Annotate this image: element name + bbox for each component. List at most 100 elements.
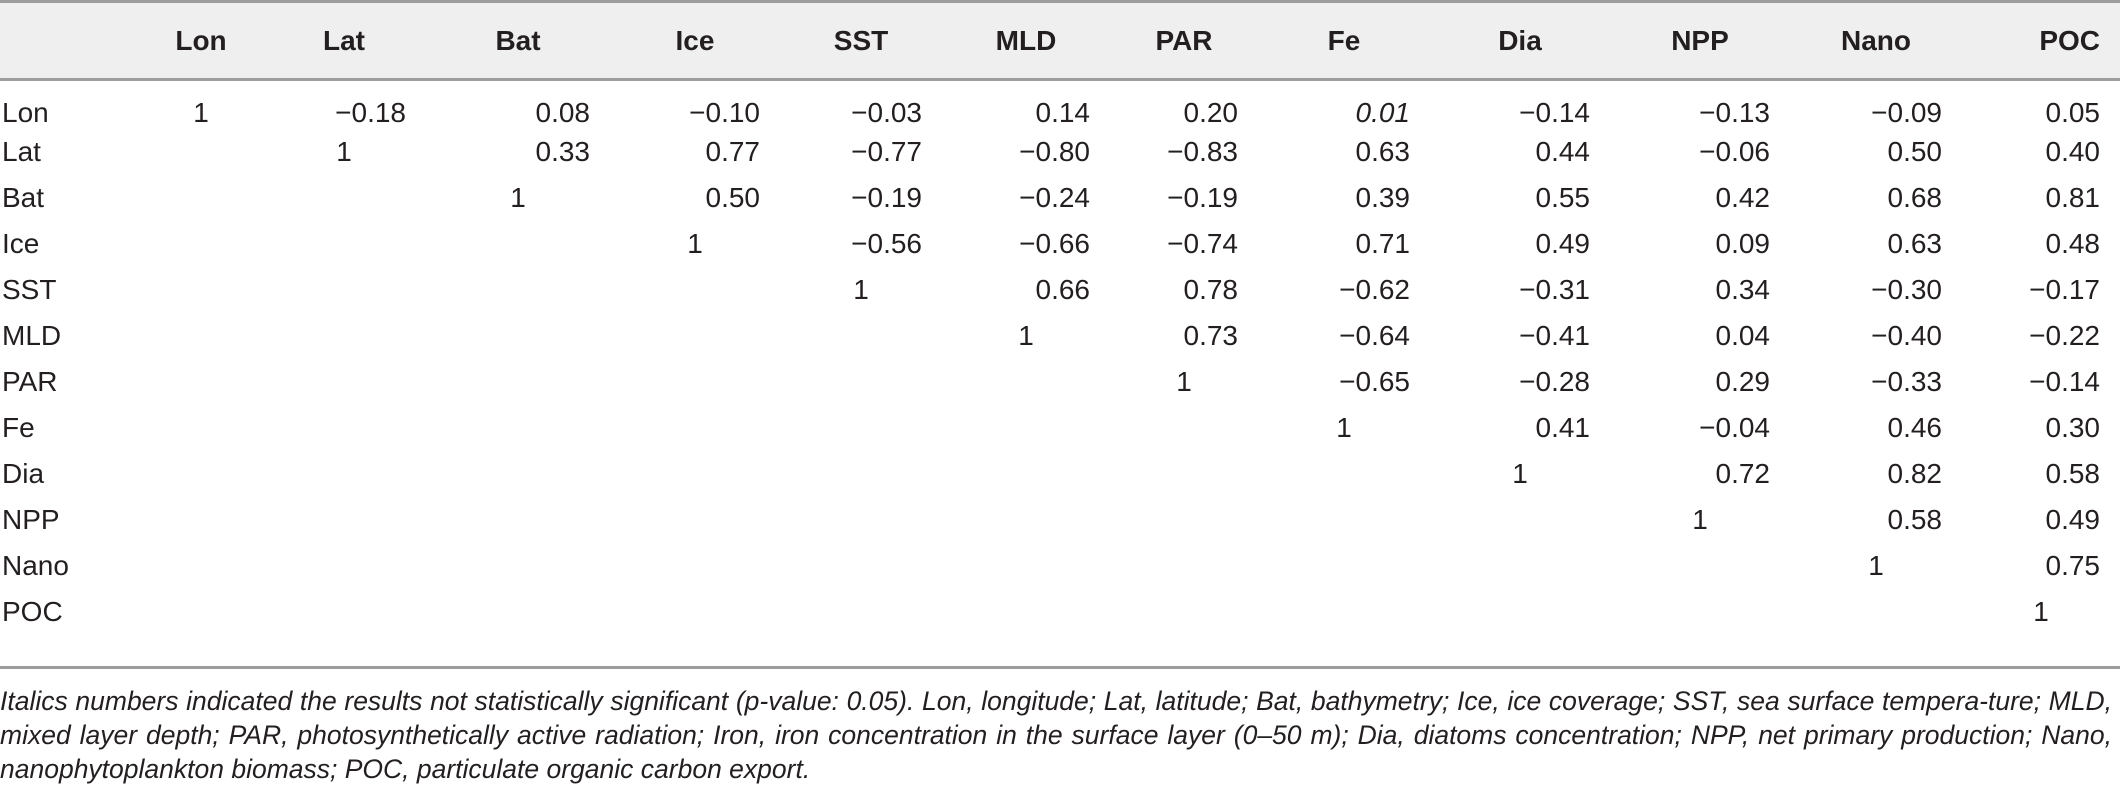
correlation-cell: −0.83: [1167, 136, 1238, 167]
correlation-cell: 0.30: [2045, 412, 2101, 443]
correlation-cell: [942, 589, 1110, 639]
correlation-cell: [426, 589, 610, 639]
correlation-cell: 0.14: [1035, 97, 1091, 128]
correlation-cell: [610, 451, 780, 497]
correlation-cell: [140, 175, 262, 221]
correlation-cell: [426, 267, 610, 313]
correlation-cell: [1110, 497, 1258, 543]
correlation-cell: −0.30: [1871, 274, 1942, 305]
correlation-cell: 1: [687, 228, 703, 259]
correlation-cell: [1110, 543, 1258, 589]
correlation-cell: [780, 589, 942, 639]
row-label-bat: Bat: [2, 182, 45, 213]
correlation-cell: [1258, 451, 1430, 497]
column-header-mld: MLD: [995, 24, 1057, 56]
correlation-cell: [140, 497, 262, 543]
correlation-cell: [426, 359, 610, 405]
table-row: POC 1: [0, 589, 2120, 639]
correlation-cell: [610, 543, 780, 589]
correlation-cell: 0.71: [1355, 228, 1411, 259]
correlation-cell: 0.50: [705, 182, 761, 213]
correlation-cell: [942, 543, 1110, 589]
correlation-cell: 0.20: [1183, 97, 1239, 128]
correlation-cell: [610, 267, 780, 313]
correlation-cell: 1: [1176, 366, 1192, 397]
correlation-cell: [262, 451, 426, 497]
table-row: Lon 1 −0.18 0.08 −0.10 −0.03 0.14 0.20 0.01 −0.14…: [0, 80, 2120, 130]
correlation-cell: −0.28: [1519, 366, 1590, 397]
correlation-cell: [780, 451, 942, 497]
correlation-cell: [262, 221, 426, 267]
correlation-cell: [262, 359, 426, 405]
correlation-cell: 0.46: [1887, 412, 1943, 443]
correlation-cell: −0.04: [1699, 412, 1770, 443]
correlation-cell: −0.62: [1339, 274, 1410, 305]
correlation-cell: 0.04: [1715, 320, 1771, 351]
correlation-cell: 0.40: [2045, 136, 2101, 167]
table-footnote: Italics numbers indicated the results no…: [0, 686, 2112, 784]
correlation-cell: [610, 589, 780, 639]
correlation-cell: −0.65: [1339, 366, 1410, 397]
correlation-cell: 0.34: [1715, 274, 1771, 305]
correlation-cell: [140, 221, 262, 267]
table-row: Fe 1 0.41 −0.04 0.46 0.30: [0, 405, 2120, 451]
correlation-cell: −0.80: [1019, 136, 1090, 167]
row-label-npp: NPP: [2, 504, 60, 535]
correlation-cell: 0.63: [1887, 228, 1943, 259]
correlation-cell: −0.03: [851, 97, 922, 128]
correlation-cell: [140, 267, 262, 313]
correlation-cell: −0.17: [2029, 274, 2100, 305]
table-row: MLD 1 0.73 −0.64 −0.41 0.04 −0.40 −0.22: [0, 313, 2120, 359]
correlation-cell: 1: [1018, 320, 1034, 351]
correlation-cell: 0.01: [1355, 97, 1411, 128]
table-bottom-rule: [0, 666, 2120, 669]
correlation-cell: [780, 313, 942, 359]
table-row: PAR 1 −0.65 −0.28 0.29 −0.33 −0.14: [0, 359, 2120, 405]
correlation-cell: −0.64: [1339, 320, 1410, 351]
column-header-dia: Dia: [1498, 24, 1542, 56]
correlation-cell: [426, 543, 610, 589]
table-row: Ice 1 −0.56 −0.66 −0.74 0.71 0.49 0.09 0.63 0.48: [0, 221, 2120, 267]
correlation-cell: [1430, 543, 1610, 589]
correlation-cell: 1: [1868, 550, 1884, 581]
correlation-cell: [262, 267, 426, 313]
correlation-cell: [262, 175, 426, 221]
correlation-cell: [780, 543, 942, 589]
correlation-cell: [262, 589, 426, 639]
header-corner-cell: [0, 2, 140, 80]
correlation-cell: [262, 405, 426, 451]
correlation-cell: 0.05: [2045, 97, 2101, 128]
correlation-cell: 0.81: [2045, 182, 2101, 213]
correlation-cell: −0.19: [851, 182, 922, 213]
correlation-cell: −0.22: [2029, 320, 2100, 351]
correlation-cell: [1258, 589, 1430, 639]
table-row: Nano 1 0.75: [0, 543, 2120, 589]
column-header-nano: Nano: [1841, 24, 1911, 56]
table-body: Lon 1 −0.18 0.08 −0.10 −0.03 0.14 0.20 0.01 −0.14…: [0, 80, 2120, 640]
column-header-poc: POC: [2039, 24, 2100, 56]
column-header-npp: NPP: [1671, 24, 1729, 56]
correlation-cell: [140, 359, 262, 405]
row-label-lon: Lon: [2, 97, 49, 128]
row-label-lat: Lat: [2, 136, 41, 167]
row-label-poc: POC: [2, 596, 63, 627]
correlation-cell: [610, 313, 780, 359]
correlation-cell: 0.42: [1715, 182, 1771, 213]
correlation-cell: [1610, 543, 1790, 589]
correlation-cell: −0.41: [1519, 320, 1590, 351]
column-header-ice: Ice: [675, 24, 715, 56]
correlation-cell: 0.09: [1715, 228, 1771, 259]
correlation-cell: 0.78: [1183, 274, 1239, 305]
correlation-cell: −0.40: [1871, 320, 1942, 351]
correlation-cell: [426, 221, 610, 267]
correlation-cell: [1610, 589, 1790, 639]
correlation-cell: −0.14: [1519, 97, 1590, 128]
correlation-cell: −0.77: [851, 136, 922, 167]
correlation-cell: −0.56: [851, 228, 922, 259]
correlation-cell: 1: [1512, 458, 1528, 489]
column-header-lat: Lat: [323, 24, 365, 56]
correlation-cell: 0.66: [1035, 274, 1091, 305]
correlation-cell: 1: [1692, 504, 1708, 535]
correlation-cell: [1110, 451, 1258, 497]
